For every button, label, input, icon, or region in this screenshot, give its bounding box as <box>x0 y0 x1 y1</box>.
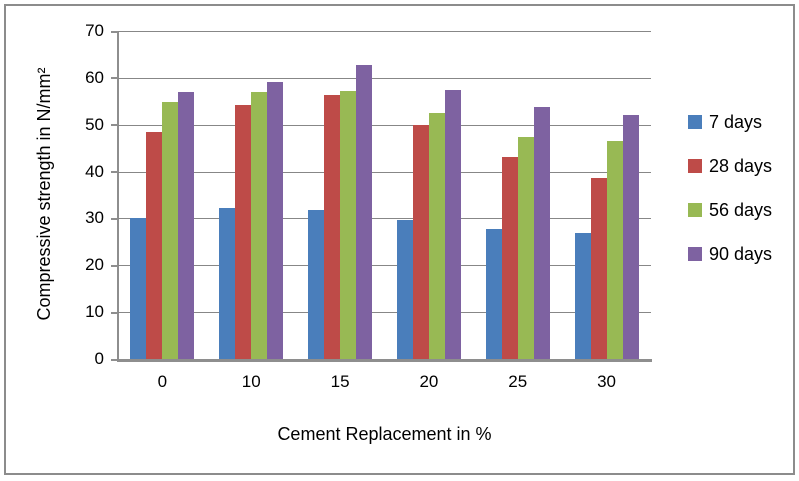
figure-border-frame <box>4 4 795 475</box>
bar-7days-20 <box>396 219 413 359</box>
legend-item-7days: 7 days <box>688 110 772 134</box>
legend-swatch-28days <box>688 159 702 173</box>
x-tick-label-20: 20 <box>419 372 439 391</box>
legend-swatch-7days <box>688 115 702 129</box>
bar-56days-20 <box>428 113 445 359</box>
bar-28days-30 <box>590 178 607 359</box>
legend: 7 days 28 days 56 days 90 days <box>688 110 772 266</box>
y-tick-label-30: 30 <box>85 208 104 228</box>
bar-90days-25 <box>533 107 550 359</box>
y-tick-10 <box>111 311 117 314</box>
bar-28days-15 <box>324 94 341 359</box>
plot-area: 70 60 50 40 30 20 10 0 <box>85 21 652 368</box>
bar-group-20 <box>385 31 474 359</box>
legend-swatch-56days <box>688 203 702 217</box>
bar-7days-30 <box>574 232 591 359</box>
y-tick-label-0: 0 <box>94 349 104 368</box>
gridline-60 <box>118 77 651 79</box>
y-tick-50 <box>111 124 117 127</box>
x-tick-label-25: 25 <box>508 372 528 391</box>
legend-label-90days: 90 days <box>709 243 773 264</box>
legend-item-56days: 56 days <box>688 198 772 222</box>
legend-swatch-90days <box>688 247 702 261</box>
y-tick-label-20: 20 <box>85 255 104 275</box>
y-tick-label-40: 40 <box>85 161 104 181</box>
bar-56days-15 <box>340 90 357 359</box>
bar-7days-10 <box>219 207 236 359</box>
y-tick-0 <box>111 358 117 361</box>
bar-56days-10 <box>251 91 268 359</box>
y-tick-label-50: 50 <box>85 114 104 134</box>
bar-28days-0 <box>146 132 163 359</box>
legend-item-28days: 28 days <box>688 154 772 178</box>
x-tick-label-15: 15 <box>330 372 350 391</box>
y-tick-label-60: 60 <box>85 67 104 87</box>
y-tick-40 <box>111 171 117 174</box>
y-tick-70 <box>111 30 117 33</box>
x-tick-label-0: 0 <box>157 372 168 391</box>
x-axis-title: Cement Replacement in % <box>277 424 492 444</box>
x-axis-line <box>117 359 652 362</box>
legend-item-90days: 90 days <box>688 242 772 266</box>
gridline-40 <box>118 171 651 173</box>
bar-90days-30 <box>622 115 639 359</box>
legend-label-56days: 56 days <box>709 199 773 220</box>
bar-28days-10 <box>235 105 252 359</box>
bar-56days-25 <box>517 137 534 359</box>
gridline-30 <box>118 218 651 220</box>
y-axis-title: Compressive strength in N/mm² <box>34 67 54 321</box>
x-tick-label-10: 10 <box>241 372 261 391</box>
bar-7days-0 <box>130 217 147 359</box>
bar-group-25 <box>473 31 562 359</box>
y-tick-20 <box>111 264 117 267</box>
bar-group-15 <box>296 31 385 359</box>
bar-28days-25 <box>501 156 518 359</box>
bar-group-0 <box>118 31 207 359</box>
y-tick-60 <box>111 77 117 80</box>
bar-group-10 <box>207 31 296 359</box>
bar-90days-10 <box>267 82 284 359</box>
bar-group-30 <box>562 31 651 359</box>
y-tick-label-10: 10 <box>85 302 104 322</box>
y-axis-line <box>117 31 119 361</box>
bar-56days-30 <box>606 140 623 359</box>
gridline-70 <box>118 31 651 32</box>
bar-90days-15 <box>356 64 373 359</box>
bar-7days-25 <box>485 228 502 359</box>
y-tick-label-70: 70 <box>85 21 104 40</box>
bar-90days-20 <box>444 90 461 359</box>
x-tick-labels: 0 10 15 20 25 30 <box>118 372 651 392</box>
legend-label-7days: 7 days <box>709 111 763 132</box>
gridline-20 <box>118 265 651 267</box>
gridline-10 <box>118 312 651 314</box>
legend-label-28days: 28 days <box>709 155 773 176</box>
bar-56days-0 <box>162 101 179 359</box>
gridline-50 <box>118 124 651 126</box>
y-tick-30 <box>111 217 117 220</box>
x-tick-label-30: 30 <box>597 372 617 391</box>
bar-90days-0 <box>178 92 195 359</box>
bar-7days-15 <box>308 210 325 359</box>
bar-28days-20 <box>412 124 429 359</box>
